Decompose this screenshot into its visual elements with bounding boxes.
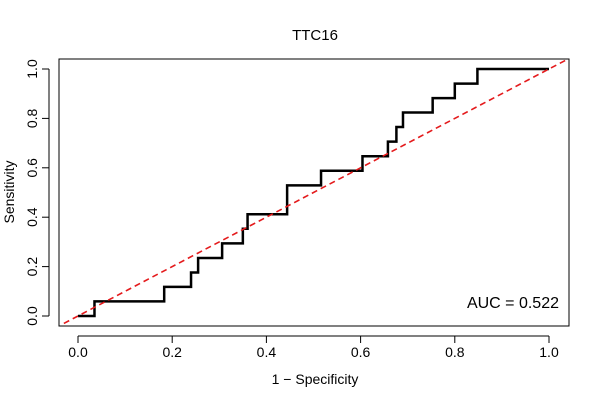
y-tick-label: 0.4: [24, 207, 40, 227]
y-tick-label: 0.8: [24, 108, 40, 128]
x-tick-label: 0.6: [351, 344, 371, 360]
y-axis: 0.0 0.2 0.4 0.6 0.8 1.0: [24, 59, 50, 326]
x-axis-label: 1 − Specificity: [272, 371, 359, 387]
y-axis-label: Sensitivity: [1, 160, 17, 223]
x-tick-label: 0.0: [68, 344, 88, 360]
y-tick-label: 1.0: [24, 59, 40, 79]
auc-annotation: AUC = 0.522: [467, 295, 559, 312]
roc-curve-line: [78, 67, 549, 318]
series-layer: [63, 59, 569, 325]
x-tick-label: 1.0: [539, 344, 559, 360]
y-tick-label: 0.0: [24, 306, 40, 326]
plot-frame: [58, 58, 570, 327]
reference-diagonal-line: [63, 59, 569, 325]
y-tick-label: 0.6: [24, 158, 40, 178]
x-tick-label: 0.8: [445, 344, 465, 360]
x-axis: 0.0 0.2 0.4 0.6 0.8 1.0: [68, 335, 559, 360]
x-tick-label: 0.2: [162, 344, 182, 360]
chart-title: TTC16: [292, 27, 338, 44]
y-tick-label: 0.2: [24, 257, 40, 277]
x-tick-label: 0.4: [257, 344, 277, 360]
